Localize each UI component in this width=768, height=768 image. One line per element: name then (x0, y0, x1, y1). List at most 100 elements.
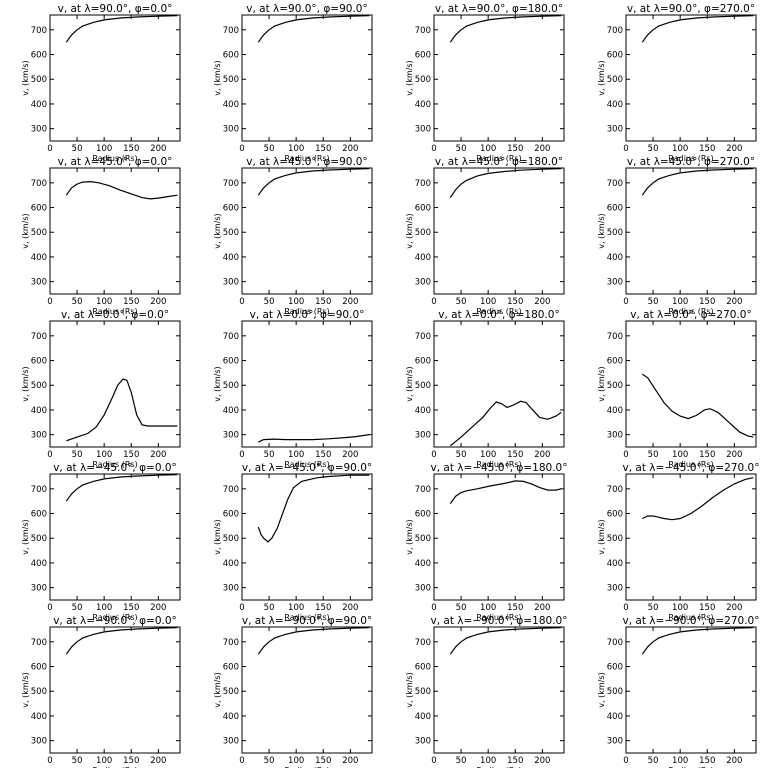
x-tick-label: 50 (456, 756, 467, 766)
chart-panel-3: v, at λ=90.0°, φ=270.0° 0 50 100 150 200 300 40… (597, 3, 757, 163)
y-tick-label: 600 (415, 51, 431, 61)
chart-panel-14: v, at λ=−45.0°, φ=180.0° 0 50 100 150 200 300 4… (405, 462, 567, 622)
y-tick-label: 300 (31, 584, 47, 594)
plot-frame (625, 473, 757, 601)
plot-frame (625, 14, 757, 142)
y-tick-label: 400 (31, 253, 47, 263)
x-tick-label: 150 (507, 603, 523, 613)
y-tick-label: 500 (607, 228, 623, 238)
x-axis-label: Radius (Rs) (284, 766, 329, 768)
y-tick-label: 400 (223, 100, 239, 110)
x-tick-label: 100 (96, 756, 112, 766)
y-tick-label: 400 (415, 406, 431, 416)
y-tick-label: 700 (31, 179, 47, 189)
plot-frame (241, 473, 373, 601)
x-tick-label: 50 (648, 144, 659, 154)
y-tick-label: 400 (415, 100, 431, 110)
chart-title: v, at λ=45.0°, φ=270.0° (627, 156, 755, 168)
y-tick-label: 500 (223, 381, 239, 391)
y-tick-label: 600 (31, 51, 47, 61)
y-tick-label: 500 (31, 381, 47, 391)
y-tick-label: 600 (607, 51, 623, 61)
x-tick-label: 100 (480, 450, 496, 460)
x-tick-label: 150 (699, 297, 715, 307)
x-tick-label: 150 (507, 297, 523, 307)
x-tick-label: 150 (315, 144, 331, 154)
y-tick-label: 400 (415, 559, 431, 569)
y-tick-label: 500 (223, 687, 239, 697)
chart-title: v, at λ=90.0°, φ=180.0° (435, 3, 563, 15)
series-line (642, 477, 754, 521)
x-tick-label: 150 (507, 756, 523, 766)
x-tick-label: 200 (342, 603, 358, 613)
x-tick-label: 50 (72, 756, 83, 766)
y-axis-label: v, (km/s) (21, 213, 30, 248)
chart-title: v, at λ=45.0°, φ=0.0° (58, 156, 173, 168)
x-tick-label: 100 (480, 603, 496, 613)
y-tick-label: 300 (31, 278, 47, 288)
y-axis-label: v, (km/s) (213, 60, 222, 95)
y-axis-label: v, (km/s) (213, 366, 222, 401)
x-tick-label: 200 (534, 144, 550, 154)
x-tick-label: 200 (150, 297, 166, 307)
series-line (65, 474, 178, 502)
y-tick-label: 600 (223, 663, 239, 673)
x-tick-label: 0 (239, 297, 244, 307)
x-tick-label: 100 (288, 450, 304, 460)
x-tick-label: 100 (480, 756, 496, 766)
series-line (257, 474, 370, 543)
x-axis-label: Radius (Rs) (476, 766, 521, 768)
x-tick-label: 0 (431, 450, 436, 460)
x-tick-label: 150 (315, 756, 331, 766)
y-tick-label: 700 (223, 179, 239, 189)
chart-panel-4: v, at λ=45.0°, φ=0.0° 0 50 100 150 200 300 400 5… (21, 156, 181, 316)
series-line (641, 15, 754, 43)
y-tick-label: 400 (415, 253, 431, 263)
y-axis-label: v, (km/s) (597, 519, 606, 554)
x-tick-label: 150 (699, 450, 715, 460)
y-tick-label: 600 (223, 357, 239, 367)
plot-frame (433, 473, 565, 601)
y-tick-label: 400 (223, 253, 239, 263)
plot-frame (49, 320, 181, 448)
y-tick-label: 700 (415, 332, 431, 342)
plot-frame (241, 14, 373, 142)
x-tick-label: 100 (288, 144, 304, 154)
y-tick-label: 600 (607, 204, 623, 214)
y-tick-label: 500 (607, 534, 623, 544)
x-tick-label: 100 (480, 144, 496, 154)
plot-frame (49, 473, 181, 601)
x-tick-label: 150 (699, 144, 715, 154)
x-tick-label: 50 (72, 603, 83, 613)
y-axis-label: v, (km/s) (597, 213, 606, 248)
x-tick-label: 150 (123, 603, 139, 613)
x-tick-label: 100 (672, 450, 688, 460)
x-tick-label: 200 (342, 450, 358, 460)
x-tick-label: 50 (264, 603, 275, 613)
chart-panel-8: v, at λ=0.0°, φ=0.0° 0 50 100 150 200 300 400 50… (21, 309, 181, 469)
x-tick-label: 0 (47, 450, 52, 460)
x-tick-label: 150 (699, 756, 715, 766)
x-tick-label: 150 (315, 450, 331, 460)
x-tick-label: 100 (96, 450, 112, 460)
y-tick-label: 500 (415, 228, 431, 238)
chart-title: v, at λ=90.0°, φ=270.0° (627, 3, 755, 15)
chart-title: v, at λ=−45.0°, φ=0.0° (53, 462, 177, 474)
x-tick-label: 50 (648, 603, 659, 613)
x-tick-label: 150 (507, 450, 523, 460)
y-tick-label: 300 (415, 737, 431, 747)
y-tick-label: 700 (415, 485, 431, 495)
x-tick-label: 50 (264, 144, 275, 154)
y-tick-label: 500 (415, 534, 431, 544)
x-tick-label: 50 (648, 756, 659, 766)
x-axis-label: Radius (Rs) (92, 154, 137, 163)
y-tick-label: 500 (31, 228, 47, 238)
y-tick-label: 700 (607, 332, 623, 342)
x-tick-label: 100 (288, 297, 304, 307)
y-tick-label: 500 (223, 75, 239, 85)
y-tick-label: 700 (223, 332, 239, 342)
x-tick-label: 50 (648, 297, 659, 307)
x-tick-label: 0 (47, 603, 52, 613)
x-tick-label: 150 (123, 450, 139, 460)
